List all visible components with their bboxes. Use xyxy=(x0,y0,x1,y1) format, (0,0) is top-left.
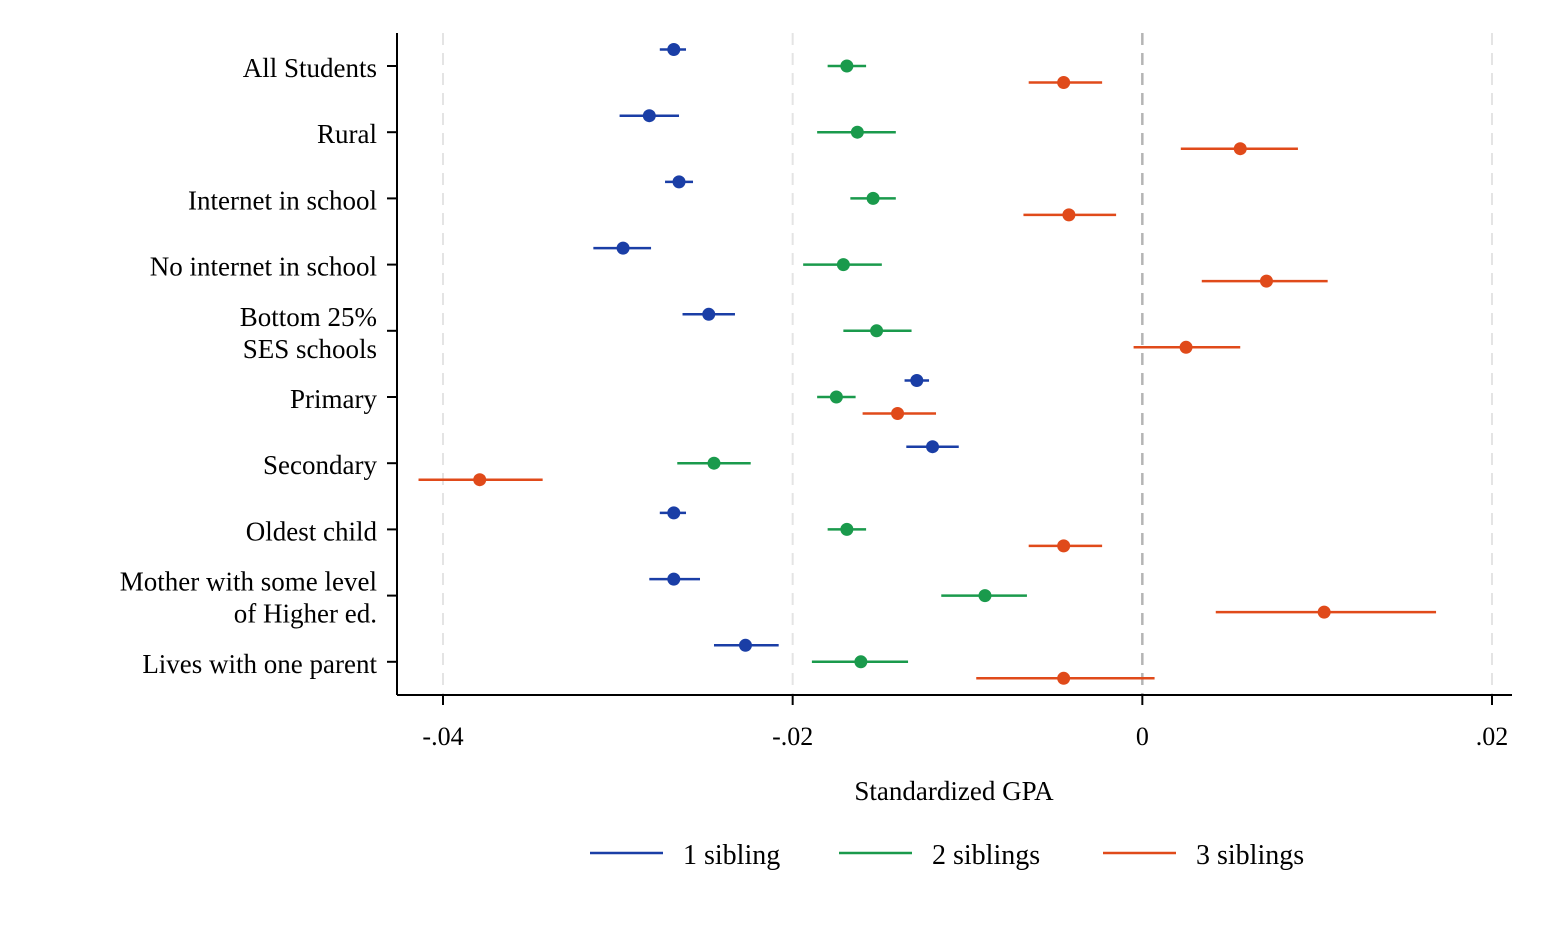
point-estimate xyxy=(836,258,850,272)
point-estimate xyxy=(926,440,940,454)
point-estimate xyxy=(850,125,864,139)
category-label: All Students xyxy=(243,53,377,83)
category-label: Secondary xyxy=(263,450,377,480)
x-axis-ticks: -.04 -.02 0 .02 xyxy=(422,695,1508,751)
series-group xyxy=(677,59,1027,669)
category-label: Mother with some level of Higher ed. xyxy=(120,567,377,629)
category-label: Oldest child xyxy=(246,516,378,546)
point-estimate xyxy=(1057,76,1071,89)
point-estimate xyxy=(672,175,686,189)
legend-label: 2 siblings xyxy=(932,840,1040,871)
point-estimate xyxy=(870,324,884,338)
point-estimate xyxy=(702,307,716,321)
point-estimate xyxy=(978,589,992,603)
point-estimate xyxy=(891,407,905,420)
point-estimate xyxy=(854,655,868,669)
category-label-line: Bottom 25% xyxy=(240,302,377,332)
point-estimate xyxy=(667,572,681,586)
category-label: No internet in school xyxy=(150,252,377,282)
point-estimate xyxy=(738,638,752,652)
category-label: Primary xyxy=(290,384,377,414)
series xyxy=(418,43,1437,685)
category-labels: All Students Rural Internet in school No in… xyxy=(120,53,397,679)
point-estimate xyxy=(473,473,487,487)
category-label-line: of Higher ed. xyxy=(234,599,377,629)
legend: 1 sibling 2 siblings 3 siblings xyxy=(590,840,1304,871)
legend-label: 3 siblings xyxy=(1196,840,1304,871)
point-estimate xyxy=(910,374,924,387)
point-estimate xyxy=(1259,274,1273,288)
series-group xyxy=(418,76,1437,685)
point-estimate xyxy=(866,191,880,205)
point-estimate xyxy=(1317,605,1331,619)
point-estimate xyxy=(840,522,854,536)
point-estimate xyxy=(1233,142,1247,156)
category-label-line: Mother with some level xyxy=(120,567,377,597)
category-label: Lives with one parent xyxy=(142,649,377,679)
category-label: Bottom 25% SES schools xyxy=(240,302,377,364)
point-estimate xyxy=(829,390,843,404)
point-estimate xyxy=(1179,340,1193,354)
category-label: Rural xyxy=(317,119,377,149)
legend-label: 1 sibling xyxy=(683,840,780,871)
series-group xyxy=(593,43,959,652)
x-tick-label: -.02 xyxy=(772,722,813,751)
x-axis-title: Standardized GPA xyxy=(854,776,1054,806)
point-estimate xyxy=(1062,208,1076,222)
point-estimate xyxy=(1057,671,1071,685)
point-estimate xyxy=(667,43,681,56)
grid-lines xyxy=(442,33,1493,695)
axes xyxy=(396,33,1512,696)
point-estimate xyxy=(840,59,854,73)
x-tick-label: .02 xyxy=(1476,722,1509,751)
x-tick-label: 0 xyxy=(1136,722,1149,751)
point-estimate xyxy=(642,109,656,123)
category-label-line: SES schools xyxy=(243,334,377,364)
x-tick-label: -.04 xyxy=(422,722,463,751)
point-estimate xyxy=(1057,539,1071,553)
point-estimate xyxy=(667,506,681,520)
category-label: Internet in school xyxy=(188,185,377,215)
point-estimate xyxy=(707,456,721,470)
point-estimate xyxy=(616,241,630,255)
